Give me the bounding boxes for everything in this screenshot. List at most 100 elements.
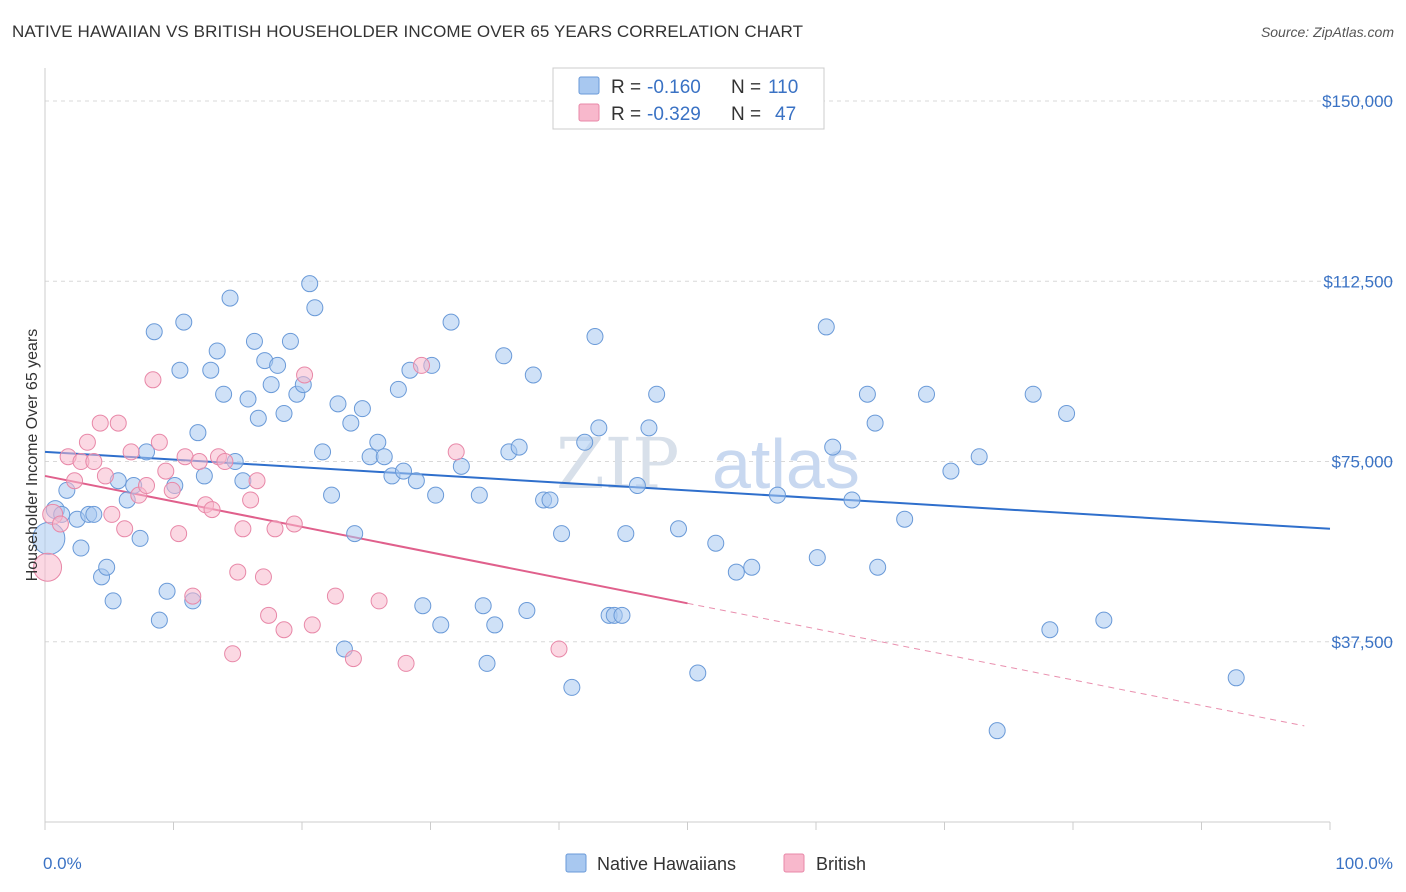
data-point <box>510 438 528 456</box>
data-point <box>869 558 887 576</box>
data-point <box>190 453 208 471</box>
data-point <box>414 597 432 615</box>
data-point <box>1058 404 1076 422</box>
data-point <box>150 611 168 629</box>
data-point <box>306 299 324 317</box>
data-point <box>245 332 263 350</box>
data-point <box>224 645 242 663</box>
data-point <box>85 505 103 523</box>
data-point <box>824 438 842 456</box>
data-point <box>216 453 234 471</box>
data-point <box>145 323 163 341</box>
data-point <box>495 347 513 365</box>
data-point <box>144 371 162 389</box>
legend-n-value: 110 <box>768 77 798 98</box>
data-point <box>707 534 725 552</box>
data-point <box>221 289 239 307</box>
data-point <box>157 462 175 480</box>
data-point <box>689 664 707 682</box>
y-axis-label: Householder Income Over 65 years <box>24 329 41 582</box>
data-point <box>768 486 786 504</box>
data-point <box>195 467 213 485</box>
data-point <box>1227 669 1245 687</box>
data-point <box>843 491 861 509</box>
y-tick-label: $150,000 <box>1322 92 1393 111</box>
data-point <box>103 505 121 523</box>
data-point <box>427 486 445 504</box>
bottom-legend-swatch-british <box>783 853 805 873</box>
data-points <box>32 275 1245 740</box>
data-point <box>184 587 202 605</box>
data-point <box>452 457 470 475</box>
data-point <box>98 558 116 576</box>
data-point <box>590 419 608 437</box>
data-point <box>866 414 884 432</box>
legend-n-value: 47 <box>775 104 796 125</box>
data-point <box>447 443 465 461</box>
data-point <box>518 602 536 620</box>
x-tick-label: 0.0% <box>43 854 82 873</box>
data-point <box>1041 621 1059 639</box>
data-point <box>563 678 581 696</box>
bottom-legend-swatch-native-hawaiians <box>565 853 587 873</box>
trend-line-native-hawaiians <box>44 450 1331 530</box>
data-point <box>576 433 594 451</box>
data-point <box>670 520 688 538</box>
data-point <box>150 433 168 451</box>
data-point <box>478 654 496 672</box>
chart-source: Source: ZipAtlas.com <box>1260 24 1394 40</box>
watermark-atlas: atlas <box>712 425 860 503</box>
data-point <box>176 448 194 466</box>
data-point <box>970 448 988 466</box>
bottom-legend-label-native-hawaiians: Native Hawaiians <box>597 854 736 874</box>
data-point <box>96 467 114 485</box>
data-point <box>91 414 109 432</box>
data-point <box>131 529 149 547</box>
data-point <box>281 332 299 350</box>
data-point <box>817 318 835 336</box>
bottom-legend-label-british: British <box>816 854 866 874</box>
data-point <box>138 477 156 495</box>
data-point <box>550 640 568 658</box>
data-point <box>1024 385 1042 403</box>
x-tick-labels: 0.0% 100.0% <box>43 854 1393 873</box>
data-point <box>323 486 341 504</box>
data-point <box>470 486 488 504</box>
data-point <box>432 616 450 634</box>
data-point <box>275 404 293 422</box>
data-point <box>342 414 360 432</box>
data-point <box>175 313 193 331</box>
chart-title: NATIVE HAWAIIAN VS BRITISH HOUSEHOLDER I… <box>12 22 804 41</box>
data-point <box>242 491 260 509</box>
data-point <box>413 356 431 374</box>
data-point <box>122 443 140 461</box>
data-point <box>285 515 303 533</box>
data-point <box>743 558 761 576</box>
data-point <box>727 563 745 581</box>
data-point <box>104 592 122 610</box>
data-point <box>170 525 188 543</box>
data-point <box>407 472 425 490</box>
data-point <box>229 563 247 581</box>
data-point <box>369 433 387 451</box>
data-point <box>326 587 344 605</box>
data-point <box>296 366 314 384</box>
data-point <box>303 616 321 634</box>
data-point <box>344 650 362 668</box>
trend-lines <box>44 450 1331 727</box>
watermark-zip: ZIP <box>556 423 679 505</box>
data-point <box>353 400 371 418</box>
data-point <box>158 582 176 600</box>
data-point <box>553 525 571 543</box>
data-point <box>988 722 1006 740</box>
data-point <box>266 520 284 538</box>
data-point <box>215 385 233 403</box>
trend-line-british <box>44 474 688 605</box>
data-point <box>116 520 134 538</box>
data-point <box>361 448 379 466</box>
data-point <box>51 515 69 533</box>
data-point <box>66 472 84 490</box>
data-point <box>189 424 207 442</box>
bottom-legend: Native Hawaiians British <box>565 853 866 874</box>
